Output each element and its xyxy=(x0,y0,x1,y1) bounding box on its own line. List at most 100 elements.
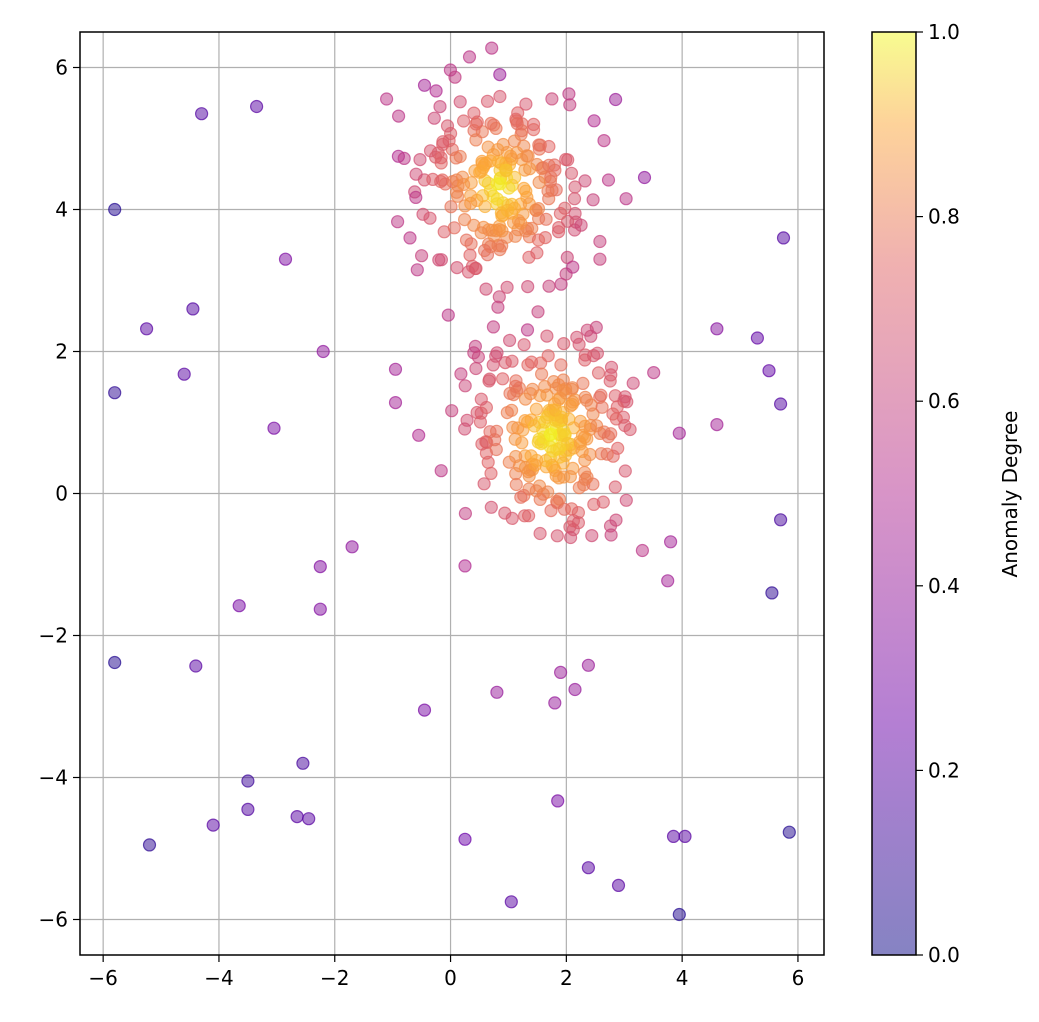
y-tick-label: 0 xyxy=(55,482,68,506)
data-point xyxy=(567,192,582,206)
data-point xyxy=(519,97,533,111)
data-point xyxy=(434,464,448,478)
data-point xyxy=(618,390,632,404)
data-point xyxy=(618,464,632,478)
y-tick-label: −6 xyxy=(39,908,68,932)
data-point xyxy=(517,338,531,352)
data-point xyxy=(526,123,541,137)
data-point xyxy=(417,703,432,717)
data-point xyxy=(302,812,316,826)
data-point xyxy=(412,428,426,442)
data-point xyxy=(410,263,424,277)
data-point xyxy=(773,513,788,527)
data-point xyxy=(471,350,485,364)
data-point xyxy=(313,559,327,574)
data-point xyxy=(409,167,423,181)
data-point xyxy=(544,504,558,518)
data-point xyxy=(469,361,483,376)
data-point xyxy=(499,164,513,178)
data-point xyxy=(484,116,498,131)
data-point xyxy=(108,202,122,217)
data-point xyxy=(232,599,246,613)
data-point xyxy=(574,218,588,232)
data-point xyxy=(525,221,539,235)
data-point xyxy=(528,458,542,472)
data-point xyxy=(488,433,502,447)
data-point xyxy=(427,111,441,125)
data-point xyxy=(490,192,504,206)
data-point xyxy=(609,513,623,527)
data-point xyxy=(552,492,567,506)
data-point xyxy=(403,231,417,245)
data-point xyxy=(509,449,523,464)
data-point xyxy=(626,376,640,390)
data-point xyxy=(550,529,564,543)
data-point xyxy=(532,175,546,189)
data-point xyxy=(345,540,359,554)
data-point xyxy=(533,526,547,541)
data-point xyxy=(523,162,537,176)
data-point xyxy=(484,500,498,514)
data-point xyxy=(597,134,611,148)
data-point xyxy=(177,367,191,381)
data-point xyxy=(515,436,529,450)
data-point xyxy=(533,138,547,152)
data-point xyxy=(540,329,554,343)
x-tick-label: 4 xyxy=(676,966,689,990)
data-point xyxy=(595,400,609,414)
data-point xyxy=(468,261,482,276)
data-point xyxy=(581,658,596,672)
data-point xyxy=(490,346,504,360)
x-tick-label: −6 xyxy=(88,966,117,990)
data-point xyxy=(409,190,423,204)
data-point xyxy=(429,84,443,98)
data-point xyxy=(586,193,600,207)
data-point xyxy=(563,530,578,545)
data-point xyxy=(267,421,281,435)
data-point xyxy=(426,172,440,186)
data-point xyxy=(568,180,582,194)
data-point xyxy=(457,177,471,192)
data-point xyxy=(568,682,582,697)
data-point xyxy=(434,253,448,267)
data-point xyxy=(477,477,491,491)
data-point xyxy=(606,407,620,421)
data-point xyxy=(601,430,616,444)
data-point xyxy=(552,441,567,456)
data-point xyxy=(507,134,522,148)
data-point xyxy=(577,430,592,444)
colorbar-tick-label: 1.0 xyxy=(928,20,960,44)
data-point xyxy=(491,300,505,314)
data-point xyxy=(548,696,562,710)
data-point xyxy=(593,252,607,266)
colorbar-label: Anomaly Degree xyxy=(998,411,1022,578)
data-point xyxy=(451,189,465,203)
data-point xyxy=(462,50,477,64)
data-point xyxy=(604,528,618,542)
data-point xyxy=(186,302,200,316)
data-point xyxy=(467,106,481,120)
data-point xyxy=(509,374,523,388)
data-point xyxy=(453,95,467,109)
data-point xyxy=(241,802,255,817)
data-point xyxy=(782,825,796,839)
data-point xyxy=(593,234,607,249)
data-point xyxy=(413,153,427,167)
data-point xyxy=(458,422,472,436)
data-point xyxy=(571,516,586,530)
data-point xyxy=(503,386,517,400)
data-point xyxy=(449,151,463,165)
data-point xyxy=(486,358,500,372)
data-point xyxy=(503,333,517,347)
data-point xyxy=(478,243,492,258)
data-point xyxy=(585,528,599,543)
colorbar-tick-label: 0.0 xyxy=(928,943,960,967)
data-point xyxy=(450,261,464,275)
data-point xyxy=(479,282,493,296)
data-point xyxy=(635,543,650,558)
data-point xyxy=(557,470,571,484)
data-point xyxy=(505,354,519,368)
data-point xyxy=(578,390,592,404)
data-point xyxy=(544,170,558,184)
data-point xyxy=(578,419,592,433)
